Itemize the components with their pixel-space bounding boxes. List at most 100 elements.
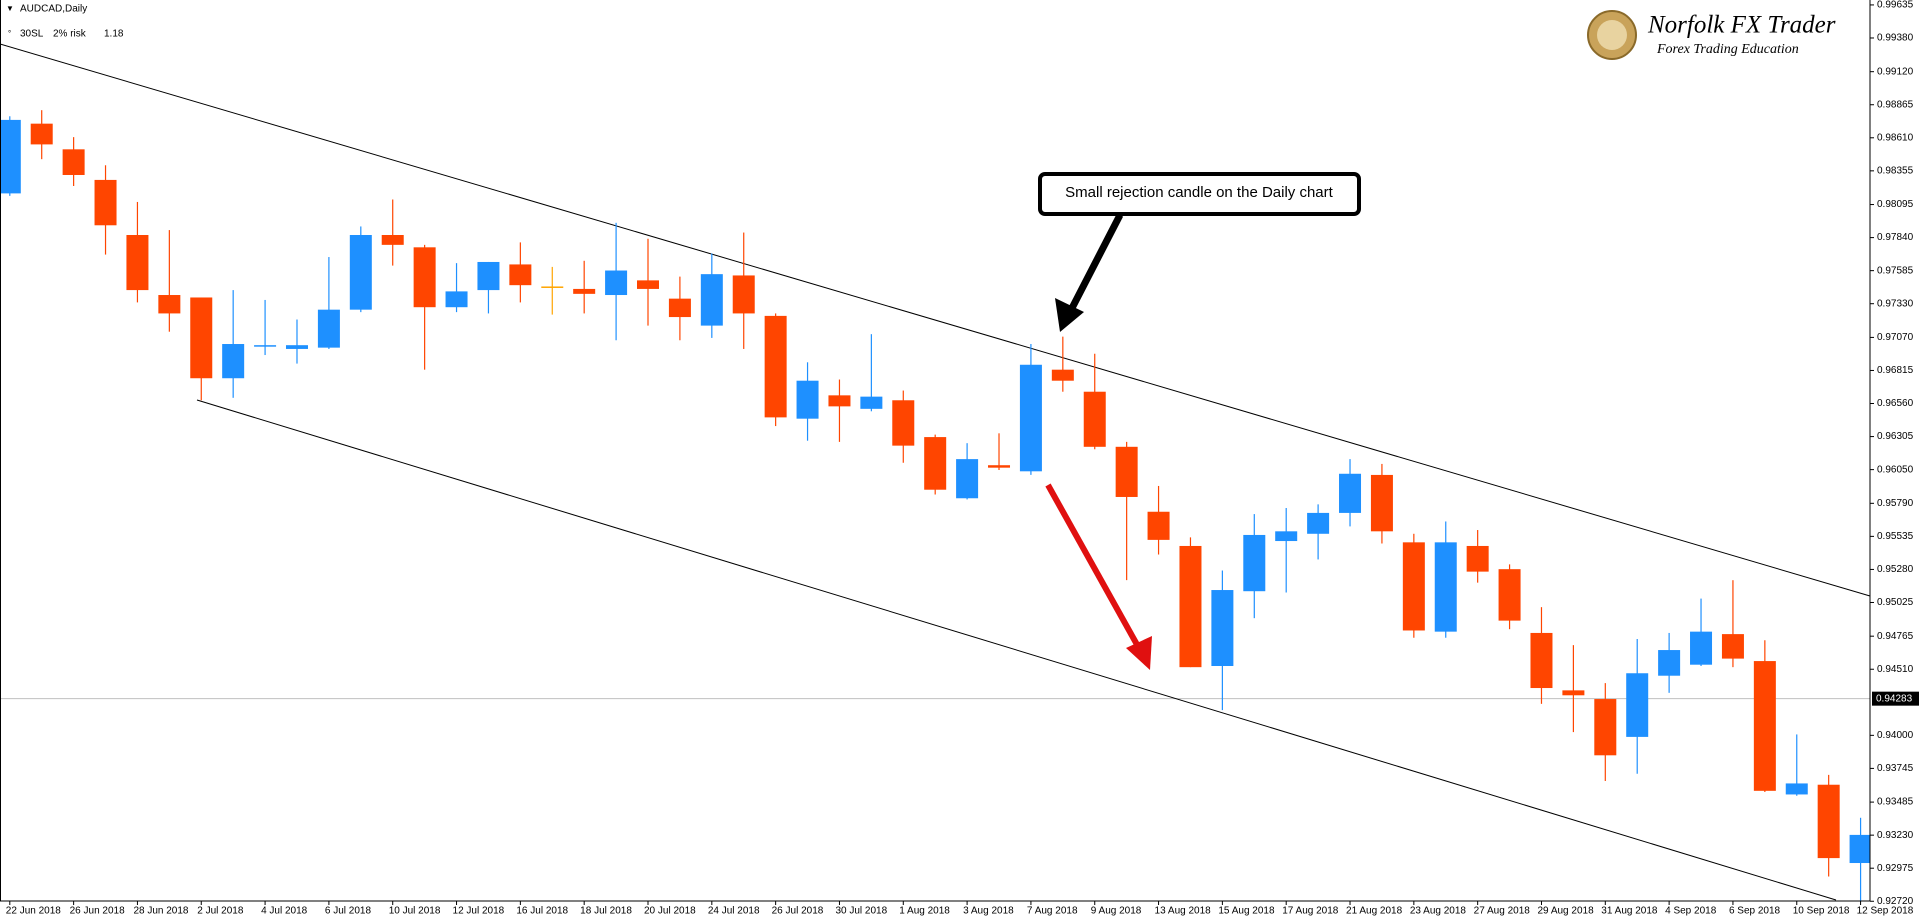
y-tick-label: 0.96305: [1877, 431, 1914, 442]
candle-body: [1402, 542, 1425, 631]
candle-body: [732, 275, 755, 314]
candle-body: [126, 235, 149, 291]
y-tick-label: 0.98610: [1877, 132, 1914, 143]
x-tick-label: 27 Aug 2018: [1474, 906, 1531, 917]
y-tick-label: 0.96050: [1877, 464, 1914, 475]
x-tick-label: 7 Aug 2018: [1027, 906, 1078, 917]
x-tick-label: 21 Aug 2018: [1346, 906, 1403, 917]
x-tick-label: 6 Sep 2018: [1729, 906, 1781, 917]
candle-body: [1530, 632, 1553, 689]
candle-body: [445, 291, 468, 308]
indicator-label: 30SL: [20, 29, 44, 40]
y-tick-label: 0.99380: [1877, 33, 1914, 44]
x-tick-label: 15 Aug 2018: [1218, 906, 1275, 917]
candle-body: [62, 149, 85, 175]
y-tick-label: 0.95025: [1877, 597, 1914, 608]
x-tick-label: 12 Jul 2018: [453, 906, 505, 917]
indicator-label: 1.18: [104, 29, 124, 40]
candle-body: [158, 295, 181, 314]
x-tick-label: 4 Jul 2018: [261, 906, 308, 917]
y-tick-label: 0.97585: [1877, 265, 1914, 276]
candle-body: [828, 395, 851, 407]
logo-subtitle: Forex Trading Education: [1656, 42, 1799, 57]
candle-body: [1594, 699, 1617, 756]
candle-body: [541, 286, 564, 288]
candle-body: [860, 396, 883, 409]
x-tick-label: 29 Aug 2018: [1537, 906, 1594, 917]
y-tick-label: 0.97070: [1877, 332, 1914, 343]
candle-body: [349, 235, 372, 310]
candle-body: [1179, 545, 1202, 668]
candle-body: [1753, 661, 1776, 791]
x-tick-label: 31 Aug 2018: [1601, 906, 1658, 917]
candle-body: [1626, 673, 1649, 737]
candle-body: [1339, 473, 1362, 513]
candle-body: [988, 465, 1011, 468]
candle-body: [668, 298, 691, 318]
candle-body: [1849, 834, 1870, 864]
y-tick-label: 0.95535: [1877, 531, 1914, 542]
y-tick-label: 0.95280: [1877, 564, 1914, 575]
candle-body: [1690, 631, 1713, 665]
candle-body: [413, 247, 436, 308]
candle-body: [1562, 690, 1585, 696]
candle-body: [0, 119, 21, 194]
x-tick-label: 17 Aug 2018: [1282, 906, 1339, 917]
logo-title: Norfolk FX Trader: [1647, 12, 1836, 39]
y-tick-label: 0.99635: [1877, 0, 1914, 11]
candle-body: [764, 315, 787, 418]
y-tick-label: 0.96560: [1877, 398, 1914, 409]
candle-body: [1498, 569, 1521, 621]
lower-trend-line: [196, 399, 1837, 901]
candle-body: [637, 280, 659, 289]
x-tick-label: 20 Jul 2018: [644, 906, 696, 917]
candle-body: [254, 345, 277, 347]
x-tick-label: 13 Aug 2018: [1155, 906, 1212, 917]
candle-body: [1019, 364, 1042, 472]
y-tick-label: 0.97330: [1877, 298, 1914, 309]
candle-body: [605, 270, 628, 296]
current-price-badge: [1872, 691, 1919, 706]
candle-body: [796, 380, 819, 419]
candle-body: [1434, 542, 1457, 632]
y-tick-label: 0.98095: [1877, 199, 1914, 210]
x-tick-label: 16 Jul 2018: [516, 906, 568, 917]
candle-body: [956, 459, 979, 499]
x-tick-label: 28 Jun 2018: [133, 906, 188, 917]
x-tick-label: 26 Jun 2018: [70, 906, 125, 917]
candle-body: [1370, 474, 1393, 532]
y-tick-label: 0.98865: [1877, 99, 1914, 110]
x-tick-label: 6 Jul 2018: [325, 906, 372, 917]
candle-body: [381, 235, 404, 245]
x-tick-label: 22 Jun 2018: [6, 906, 61, 917]
y-tick-label: 0.93230: [1877, 830, 1914, 841]
candle-body: [1721, 634, 1744, 659]
indicator-marker: °: [8, 29, 11, 38]
candle-body: [573, 288, 596, 294]
candle-body: [1243, 534, 1266, 592]
upper-trend-line: [0, 43, 1871, 597]
candle-body: [1115, 446, 1138, 497]
annotation-box: [1038, 172, 1361, 216]
x-tick-label: 9 Aug 2018: [1091, 906, 1142, 917]
candle-body: [509, 264, 532, 286]
candle-body: [924, 437, 947, 490]
y-tick-label: 0.92720: [1877, 896, 1914, 907]
candle-body: [222, 344, 245, 379]
candle-body: [317, 309, 340, 348]
candle-body: [477, 261, 500, 291]
x-tick-label: 4 Sep 2018: [1665, 906, 1717, 917]
x-tick-label: 23 Aug 2018: [1410, 906, 1467, 917]
candle-body: [1307, 512, 1330, 534]
candle-body: [1785, 783, 1808, 795]
candle-body: [1466, 545, 1489, 572]
candle-body: [285, 345, 308, 349]
x-tick-label: 2 Jul 2018: [197, 906, 244, 917]
black-arrow: [1055, 213, 1124, 332]
candle-body: [1147, 511, 1170, 540]
x-tick-label: 3 Aug 2018: [963, 906, 1014, 917]
candle-body: [700, 274, 723, 326]
y-tick-label: 0.95790: [1877, 498, 1914, 509]
x-tick-label: 10 Sep 2018: [1793, 906, 1850, 917]
